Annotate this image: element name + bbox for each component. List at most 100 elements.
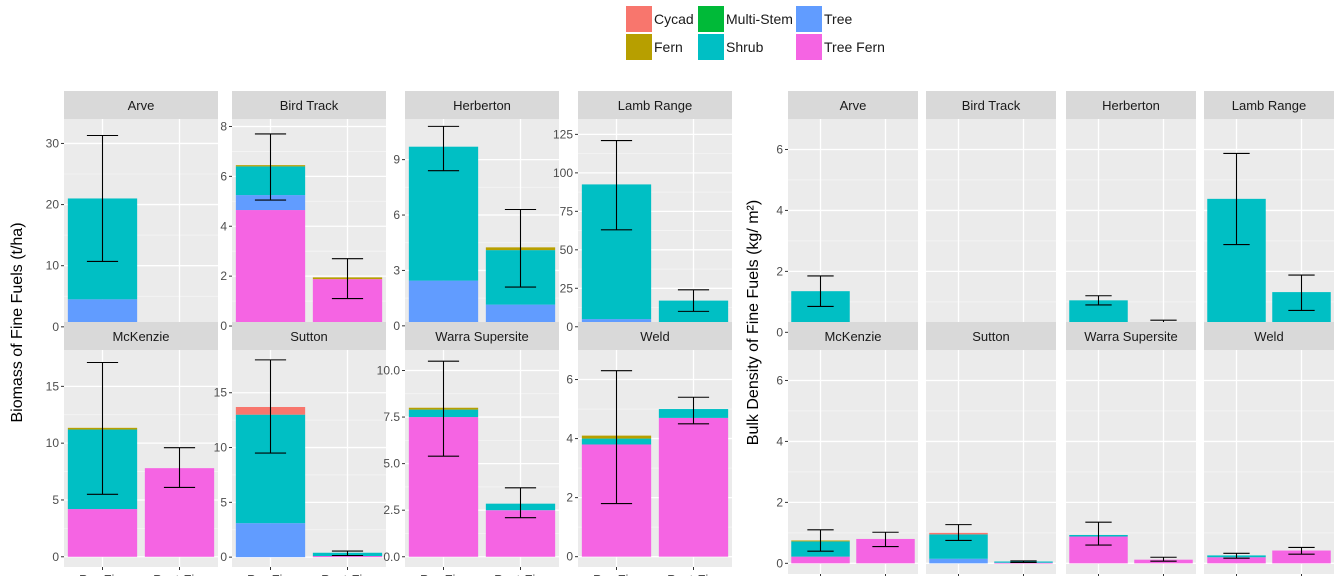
y-tick-label: 2.5: [383, 503, 400, 517]
panel-mckenzie: McKenzie 0 5 10 15 Pre-Fire Post-Fire: [46, 322, 218, 576]
y-tick-label: 0: [220, 550, 227, 564]
y-tick-label: 20: [46, 198, 60, 212]
bar-segment-tree-fern: [312, 556, 383, 558]
y-tick-label: 10: [214, 441, 228, 455]
bar-segment-tree-fern: [994, 562, 1053, 564]
y-tick-label: 5: [220, 495, 227, 509]
facet-strip: [232, 91, 386, 119]
y-tick-label: 75: [560, 204, 574, 218]
bar-segment-tree: [408, 280, 479, 326]
facet-strip: [1066, 322, 1196, 350]
y-tick-label: 2: [220, 269, 227, 283]
panel-warra-supersite: Warra Supersite 0.0 2.5 5.0 7.5 10.0 Pre-Fire P…: [377, 322, 559, 576]
y-tick-label: 5.0: [383, 457, 400, 471]
y-tick-label: 6: [566, 373, 573, 387]
x-tick-label: Post-Fire: [494, 572, 547, 576]
y-tick-label: 15: [214, 386, 228, 400]
legend-swatch: [626, 34, 652, 60]
panel-arve: Arve0102030Pre-FirePost-Fire: [46, 91, 218, 356]
panel-background: [1204, 350, 1334, 574]
y-tick-label: 0: [52, 320, 59, 334]
facet-strip: [232, 322, 386, 350]
panel-mckenzie: McKenzie0246Pre-FirePost-Fire: [776, 322, 918, 576]
bar-segment-tree: [235, 523, 306, 558]
facet-label: Lamb Range: [618, 98, 692, 113]
y-tick-label: 4: [776, 203, 783, 217]
panel-sutton: SuttonPre-FirePost-Fire: [926, 322, 1056, 576]
x-tick-label: Pre-Fire: [79, 572, 126, 576]
y-tick-label: 10: [46, 259, 60, 273]
legend-swatch: [626, 6, 652, 32]
y-tick-label: 6: [776, 373, 783, 387]
facet-strip: [405, 322, 559, 350]
panel-background: [926, 119, 1056, 343]
y-tick-label: 0: [776, 325, 783, 339]
x-tick-label: Pre-Fire: [247, 572, 294, 576]
legend-label: Multi-Stem: [726, 11, 793, 27]
legend-item-multi-stem: Multi-Stem: [698, 6, 793, 32]
y-axis-title: Bulk Density of Fine Fuels (kg/ m²): [745, 200, 762, 445]
bar-segment-tree-fern: [235, 210, 306, 327]
y-tick-label: 0: [220, 319, 227, 333]
facet-strip: [1066, 91, 1196, 119]
y-tick-label: 25: [560, 281, 574, 295]
y-tick-label: 8: [220, 119, 227, 133]
bar-segment-tree-fern: [658, 417, 729, 557]
facet-label: Arve: [840, 98, 867, 113]
legend-item-tree: Tree: [796, 6, 852, 32]
bar-segment-tree-fern: [1207, 557, 1266, 564]
panel-warra-supersite: Warra SupersitePre-FirePost-Fire: [1066, 322, 1196, 576]
facet-label: Warra Supersite: [1084, 329, 1177, 344]
y-tick-label: 3: [393, 263, 400, 277]
y-tick-label: 10: [46, 436, 60, 450]
legend-item-fern: Fern: [626, 34, 683, 60]
panel-lamb-range: Lamb Range0255075100125Pre-FirePost-Fire: [553, 91, 732, 356]
facet-strip: [64, 322, 218, 350]
legend-label: Cycad: [654, 11, 694, 27]
facet-strip: [788, 91, 918, 119]
facet-label: Weld: [1254, 329, 1283, 344]
facet-label: Bird Track: [962, 98, 1021, 113]
panel-weld: WeldPre-FirePost-Fire: [1204, 322, 1334, 576]
panel-herberton: HerbertonPre-FirePost-Fire: [1066, 91, 1196, 363]
legend-label: Shrub: [726, 39, 764, 55]
y-axis-title: Biomass of Fine Fuels (t/ha): [9, 222, 26, 422]
facet-label: McKenzie: [112, 329, 169, 344]
x-tick-label: Pre-Fire: [593, 572, 640, 576]
y-tick-label: 100: [553, 166, 573, 180]
x-tick-label: Post-Fire: [667, 572, 720, 576]
panel-weld: Weld 0 2 4 6 Pre-Fire Post-Fire: [566, 322, 732, 576]
y-tick-label: 4: [220, 219, 227, 233]
bar-segment-tree: [235, 195, 306, 211]
legend-swatch: [796, 34, 822, 60]
facet-label: Herberton: [453, 98, 511, 113]
y-tick-label: 2: [776, 495, 783, 509]
y-tick-label: 6: [220, 169, 227, 183]
facet-label: Lamb Range: [1232, 98, 1306, 113]
y-tick-label: 2: [566, 491, 573, 505]
panel-background: [788, 350, 918, 574]
x-tick-label: Pre-Fire: [420, 572, 467, 576]
panel-bird-track: Bird Track02468Pre-FirePost-Fire: [220, 91, 386, 356]
y-tick-label: 0.0: [383, 550, 400, 564]
legend-label: Tree Fern: [824, 39, 885, 55]
legend-item-shrub: Shrub: [698, 34, 763, 60]
y-tick-label: 4: [566, 432, 573, 446]
legend-swatch: [698, 34, 724, 60]
legend-label: Tree: [824, 11, 853, 27]
y-tick-label: 125: [553, 127, 573, 141]
y-tick-label: 6: [393, 208, 400, 222]
facet-label: Arve: [128, 98, 155, 113]
x-tick-label: Post-Fire: [153, 572, 206, 576]
y-tick-label: 5: [52, 493, 59, 507]
facet-label: Sutton: [972, 329, 1010, 344]
y-tick-label: 9: [393, 153, 400, 167]
bar-segment-tree-fern: [1272, 550, 1331, 564]
y-tick-label: 0: [52, 550, 59, 564]
bar-segment-tree: [929, 558, 988, 564]
facet-strip: [1204, 322, 1334, 350]
facet-strip: [926, 322, 1056, 350]
facet-strip: [788, 322, 918, 350]
bar-segment-tree-fern: [791, 556, 850, 564]
